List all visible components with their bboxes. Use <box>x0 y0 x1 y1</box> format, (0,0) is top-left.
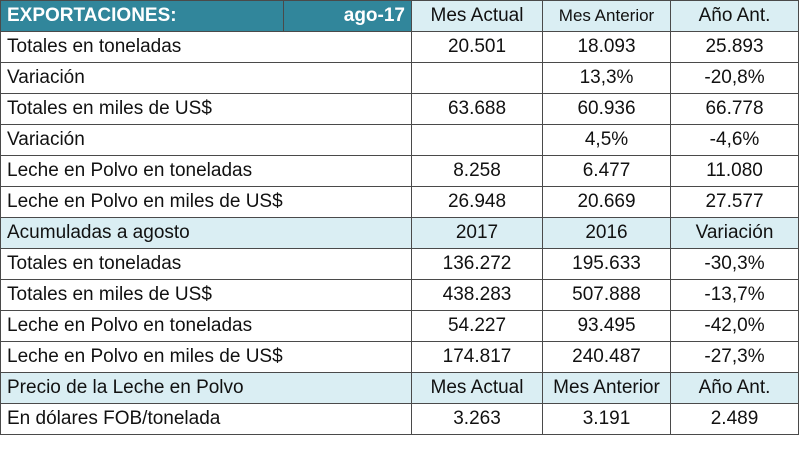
cell-value: 20.501 <box>411 31 543 63</box>
section-title: Precio de la Leche en Polvo <box>0 372 412 404</box>
report-date: ago-17 <box>283 0 412 32</box>
cell-value: 11.080 <box>670 155 799 187</box>
cell-value: 93.495 <box>542 310 671 342</box>
cell-value: -42,0% <box>670 310 799 342</box>
column-header: Mes Anterior <box>542 372 671 404</box>
table-row: Totales en miles de US$ 63.688 60.936 66… <box>0 93 799 125</box>
cell-value: 195.633 <box>542 248 671 280</box>
table-row: Leche en Polvo en toneladas 54.227 93.49… <box>0 310 799 342</box>
table-row: Totales en miles de US$ 438.283 507.888 … <box>0 279 799 311</box>
column-header-previous: Mes Anterior <box>542 0 671 32</box>
cell-value: 4,5% <box>542 124 671 156</box>
section-header-accumulated: Acumuladas a agosto 2017 2016 Variación <box>0 217 799 249</box>
cell-value <box>411 124 543 156</box>
table-row: En dólares FOB/tonelada 3.263 3.191 2.48… <box>0 403 799 435</box>
table-title: EXPORTACIONES: <box>0 0 284 32</box>
cell-value: 2.489 <box>670 403 799 435</box>
table-row: Variación 4,5% -4,6% <box>0 124 799 156</box>
row-label: Variación <box>0 124 412 156</box>
cell-value <box>411 62 543 94</box>
cell-value: 3.191 <box>542 403 671 435</box>
row-label: Leche en Polvo en toneladas <box>0 310 412 342</box>
cell-value: 136.272 <box>411 248 543 280</box>
cell-value: 174.817 <box>411 341 543 373</box>
cell-value: -13,7% <box>670 279 799 311</box>
row-label: Leche en Polvo en miles de US$ <box>0 341 412 373</box>
column-header: Mes Actual <box>411 372 543 404</box>
cell-value: 66.778 <box>670 93 799 125</box>
row-label: Totales en toneladas <box>0 31 412 63</box>
column-header-current: Mes Actual <box>411 0 543 32</box>
cell-value: 507.888 <box>542 279 671 311</box>
cell-value: -4,6% <box>670 124 799 156</box>
row-label: En dólares FOB/tonelada <box>0 403 412 435</box>
cell-value: 54.227 <box>411 310 543 342</box>
cell-value: 18.093 <box>542 31 671 63</box>
table-row: Leche en Polvo en miles de US$ 174.817 2… <box>0 341 799 373</box>
table-row: Totales en toneladas 20.501 18.093 25.89… <box>0 31 799 63</box>
cell-value: 26.948 <box>411 186 543 218</box>
cell-value: 20.669 <box>542 186 671 218</box>
column-header: 2016 <box>542 217 671 249</box>
exports-table: EXPORTACIONES: ago-17 Mes Actual Mes Ant… <box>0 0 799 435</box>
table-row: Leche en Polvo en toneladas 8.258 6.477 … <box>0 155 799 187</box>
cell-value: 60.936 <box>542 93 671 125</box>
cell-value: 27.577 <box>670 186 799 218</box>
cell-value: 8.258 <box>411 155 543 187</box>
row-label: Leche en Polvo en miles de US$ <box>0 186 412 218</box>
header-row: EXPORTACIONES: ago-17 Mes Actual Mes Ant… <box>0 0 799 32</box>
section-header-price: Precio de la Leche en Polvo Mes Actual M… <box>0 372 799 404</box>
row-label: Leche en Polvo en toneladas <box>0 155 412 187</box>
row-label: Totales en toneladas <box>0 248 412 280</box>
cell-value: 13,3% <box>542 62 671 94</box>
table-row: Leche en Polvo en miles de US$ 26.948 20… <box>0 186 799 218</box>
cell-value: 25.893 <box>670 31 799 63</box>
row-label: Variación <box>0 62 412 94</box>
section-title: Acumuladas a agosto <box>0 217 412 249</box>
column-header: Año Ant. <box>670 372 799 404</box>
row-label: Totales en miles de US$ <box>0 279 412 311</box>
row-label: Totales en miles de US$ <box>0 93 412 125</box>
cell-value: 6.477 <box>542 155 671 187</box>
cell-value: -20,8% <box>670 62 799 94</box>
column-header: 2017 <box>411 217 543 249</box>
cell-value: 240.487 <box>542 341 671 373</box>
cell-value: -30,3% <box>670 248 799 280</box>
cell-value: 438.283 <box>411 279 543 311</box>
table-row: Variación 13,3% -20,8% <box>0 62 799 94</box>
table-row: Totales en toneladas 136.272 195.633 -30… <box>0 248 799 280</box>
column-header: Variación <box>670 217 799 249</box>
column-header-prev-year: Año Ant. <box>670 0 799 32</box>
cell-value: -27,3% <box>670 341 799 373</box>
cell-value: 63.688 <box>411 93 543 125</box>
cell-value: 3.263 <box>411 403 543 435</box>
